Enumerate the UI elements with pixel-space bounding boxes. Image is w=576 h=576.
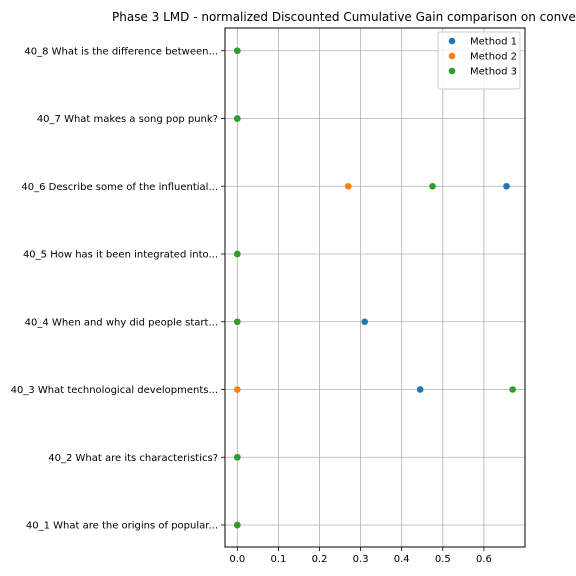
legend-marker — [448, 67, 456, 75]
y-tick-label: 40_2 What are its characteristics? — [48, 453, 218, 464]
y-tick-label: 40_7 What makes a song pop punk? — [37, 114, 218, 125]
legend-label: Method 1 — [470, 37, 517, 48]
legend-label: Method 2 — [470, 52, 517, 63]
y-tick-label: 40_8 What is the difference between... — [24, 46, 218, 57]
data-point — [509, 386, 516, 393]
legend-label: Method 3 — [470, 67, 517, 78]
legend-marker — [448, 52, 456, 60]
data-points — [234, 47, 516, 529]
x-tick-label: 0.1 — [270, 554, 286, 565]
x-tick-label: 0.5 — [435, 554, 451, 565]
data-point — [234, 115, 241, 122]
data-point — [234, 250, 241, 258]
legend-marker — [448, 37, 456, 45]
x-tick-label: 0.4 — [394, 554, 410, 565]
x-tick-label: 0.2 — [312, 554, 328, 565]
y-tick-label: 40_5 How has it been integrated into... — [23, 250, 218, 261]
y-tick-label: 40_3 What technological developments... — [11, 385, 218, 396]
x-tick-label: 0.0 — [229, 554, 245, 565]
data-point — [361, 318, 369, 326]
legend-box — [437, 31, 521, 90]
legend: Method 1 Method 2 Method 3 — [437, 31, 521, 90]
data-point — [503, 182, 510, 190]
axis-ticks: 0.0 0.1 0.2 0.3 0.4 0.5 0.6 40_1 What are the o… — [11, 46, 492, 565]
x-tick-label: 0.3 — [353, 554, 369, 565]
y-tick-label: 40_6 Describe some of the influential... — [21, 182, 218, 193]
data-point — [344, 182, 352, 190]
data-point — [429, 182, 436, 190]
y-tick-label: 40_4 When and why did people start... — [25, 317, 218, 328]
x-tick-label: 0.6 — [476, 554, 492, 565]
data-point — [234, 521, 241, 529]
grid — [225, 28, 525, 547]
data-point — [234, 47, 241, 55]
data-point — [234, 453, 241, 461]
data-point — [416, 386, 424, 393]
chart-title: Phase 3 LMD - normalized Discounted Cumu… — [112, 10, 576, 24]
data-point — [234, 318, 241, 326]
plot-frame — [224, 27, 526, 548]
data-point — [234, 386, 241, 393]
y-tick-label: 40_1 What are the origins of popular... — [26, 521, 218, 532]
